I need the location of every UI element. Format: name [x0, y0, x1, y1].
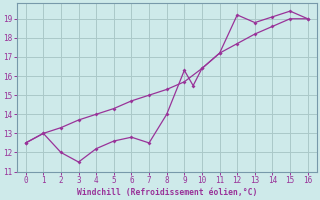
X-axis label: Windchill (Refroidissement éolien,°C): Windchill (Refroidissement éolien,°C) [76, 188, 257, 197]
